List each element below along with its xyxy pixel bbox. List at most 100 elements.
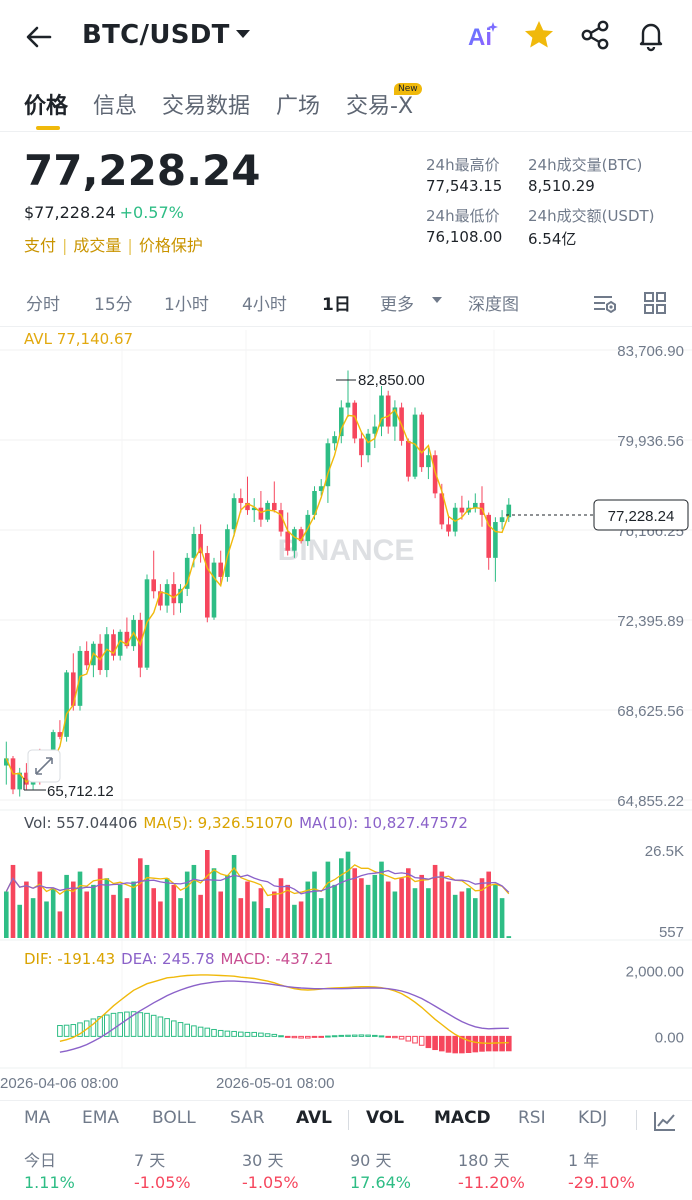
indicator-avl[interactable]: AVL (296, 1108, 332, 1128)
volume-bar (91, 884, 96, 938)
interval-1d[interactable]: 1日 (322, 295, 351, 315)
back-arrow-icon[interactable] (22, 20, 56, 54)
macd-histogram-bar (197, 1026, 204, 1037)
volume-bar (272, 891, 277, 938)
more-caret-icon[interactable] (432, 297, 442, 303)
volume-bar (419, 874, 424, 938)
perf-value-today: 1.11% (24, 1173, 75, 1192)
active-tab-indicator (36, 126, 60, 130)
high-24h-label: 24h最高价 (426, 156, 500, 174)
volume-bar (158, 901, 163, 938)
link-price-protection[interactable]: 价格保护 (138, 236, 203, 255)
avl-line-group (5, 408, 510, 784)
share-icon[interactable] (578, 18, 612, 52)
interval-more[interactable]: 更多 (380, 295, 414, 315)
indicator-ema[interactable]: EMA (82, 1108, 120, 1128)
candle-body (64, 672, 69, 737)
volume-bar (211, 868, 217, 938)
pair-dropdown-icon[interactable] (236, 30, 250, 38)
price-axis-label: 64,855.22 (617, 793, 684, 810)
candle-body (292, 529, 297, 551)
volume-bar (493, 884, 498, 938)
depth-chart-tab[interactable]: 深度图 (468, 295, 519, 315)
low-marker-text: 65,712.12 (47, 783, 114, 800)
interval-time-share[interactable]: 分时 (26, 295, 60, 315)
volume-bar (24, 881, 29, 938)
volume-bar (312, 871, 317, 938)
price-axis-label: 79,936.56 (617, 433, 684, 450)
volume-bar (238, 898, 244, 938)
indicator-boll[interactable]: BOLL (152, 1108, 196, 1128)
candle-body (486, 514, 491, 558)
candle-body (365, 433, 371, 456)
perf-label-7d: 7 天 (134, 1151, 166, 1170)
chart-settings-icon[interactable] (592, 290, 618, 316)
volume-bar (171, 884, 177, 938)
macd-histogram-bar (378, 1035, 385, 1038)
interval-15m[interactable]: 15分 (94, 295, 133, 315)
trading-pair-title[interactable]: BTC/USDT (82, 20, 230, 50)
volume-bar (379, 861, 384, 938)
tab-trading-data[interactable]: 交易数据 (162, 94, 251, 119)
volume-bar (439, 871, 445, 938)
candlestick-chart[interactable]: BINANCE 83,706.9079,936.5676,166.2572,39… (0, 326, 692, 1098)
macd-histogram-bar (171, 1020, 177, 1037)
indicator-vol[interactable]: VOL (366, 1108, 405, 1128)
link-payment[interactable]: 支付 (24, 236, 57, 255)
expand-icon (35, 757, 53, 775)
macd-histogram-bar (204, 1027, 211, 1037)
macd-histogram-bar (445, 1035, 452, 1053)
low-24h-label: 24h最低价 (426, 207, 500, 225)
candle-body (238, 498, 244, 503)
indicator-rsi[interactable]: RSI (518, 1108, 546, 1128)
candle-body (359, 438, 364, 456)
ai-icon[interactable]: Ai (466, 18, 500, 52)
candle-body (84, 650, 89, 666)
volume-bar (71, 881, 76, 938)
avl-line (5, 408, 510, 784)
macd-histogram-bar (90, 1018, 97, 1037)
indicator-sar[interactable]: SAR (230, 1108, 265, 1128)
tab-info[interactable]: 信息 (93, 94, 138, 119)
layout-grid-icon[interactable] (642, 290, 668, 316)
tab-trade-x[interactable]: 交易-X (346, 94, 414, 119)
indicator-bar: MA EMA BOLL SAR AVL VOL MACD RSI KDJ (0, 1100, 692, 1140)
interval-1h[interactable]: 1小时 (164, 295, 209, 315)
indicator-divider-2 (636, 1110, 637, 1130)
indicator-macd[interactable]: MACD (434, 1108, 491, 1128)
macd-histogram-bar (104, 1014, 110, 1037)
high-marker-text: 82,850.00 (358, 372, 425, 389)
indicator-kdj[interactable]: KDJ (578, 1108, 608, 1128)
volume-bar (459, 891, 465, 938)
macd-histogram-bar (130, 1011, 137, 1037)
usd-price: $77,228.24 (24, 203, 116, 222)
volume-bar (77, 871, 83, 938)
candle-body (218, 562, 223, 577)
volume-legend: Vol: 557.04406 MA(5): 9,326.51070 MA(10): … (0, 814, 468, 832)
ai-icon-text: Ai (468, 24, 492, 51)
volume-bar (4, 891, 9, 938)
candle-body (345, 402, 351, 408)
macd-histogram-bar (472, 1035, 479, 1053)
tab-square[interactable]: 广场 (276, 94, 321, 119)
volume-bar (292, 904, 297, 938)
interval-bar: 分时 15分 1小时 4小时 1日 更多 深度图 (0, 282, 692, 322)
volume-bar (473, 898, 478, 938)
indicator-settings-icon[interactable] (652, 1109, 678, 1133)
notification-bell-icon[interactable] (634, 18, 668, 52)
macd-histogram-bar (325, 1035, 331, 1038)
macd-histogram-bar (338, 1034, 345, 1037)
candle-body (412, 414, 418, 477)
link-volume[interactable]: 成交量 (73, 236, 122, 255)
indicator-ma[interactable]: MA (24, 1108, 51, 1128)
volume-ma5: MA(5): 9,326.51070 (143, 814, 294, 832)
macd-histogram-bar (412, 1035, 418, 1044)
macd-histogram-bar (465, 1035, 472, 1054)
volume-bar (305, 881, 311, 938)
tab-price[interactable]: 价格 (24, 94, 69, 119)
candle-body (278, 510, 284, 532)
perf-value-90d: 17.64% (350, 1173, 412, 1192)
volume-bar (117, 884, 123, 938)
interval-4h[interactable]: 4小时 (242, 295, 287, 315)
favorite-star-icon[interactable] (522, 18, 556, 52)
